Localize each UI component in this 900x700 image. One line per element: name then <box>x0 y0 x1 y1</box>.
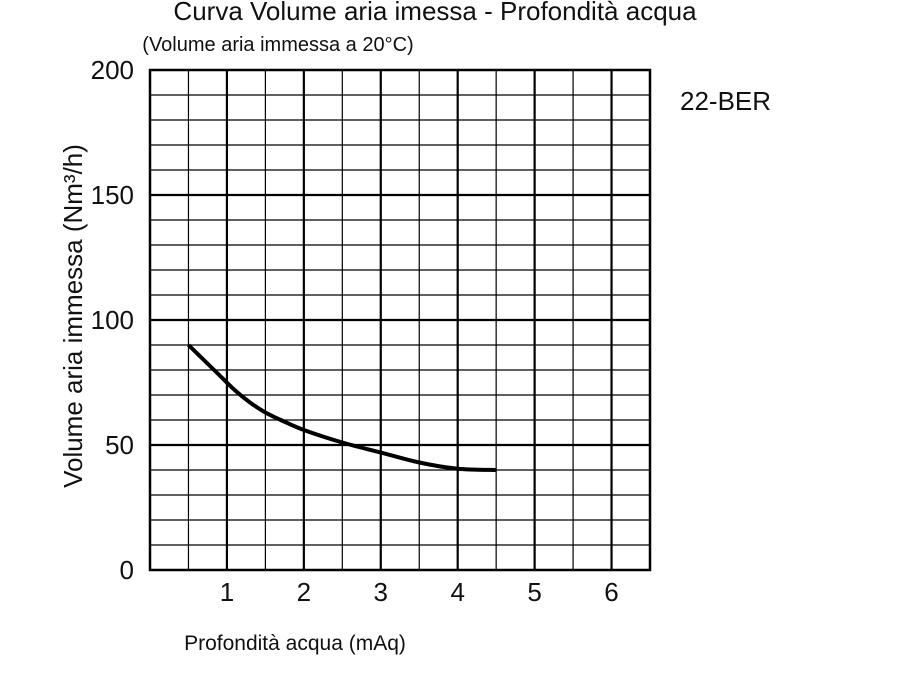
y-axis-label: Volume aria immessa (Nm³/h) <box>58 144 88 488</box>
y-tick-label: 0 <box>120 555 134 585</box>
y-tick-label: 50 <box>105 430 134 460</box>
x-tick-label: 2 <box>297 577 311 607</box>
x-tick-label: 1 <box>220 577 234 607</box>
series-group <box>187 343 497 472</box>
x-tick-label: 3 <box>374 577 388 607</box>
model-label: 22-BER <box>680 86 771 116</box>
chart-title: Curva Volume aria imessa - Profondità ac… <box>173 0 697 26</box>
x-tick-labels: 1 2 3 4 5 6 <box>220 577 619 607</box>
x-tick-label: 6 <box>604 577 618 607</box>
x-axis-label: Profondità acqua (mAq) <box>184 632 406 655</box>
grid <box>148 68 652 572</box>
series-line <box>187 343 497 472</box>
y-tick-label: 200 <box>91 55 134 85</box>
chart-subtitle: (Volume aria immessa a 20°C) <box>142 34 413 56</box>
y-tick-label: 100 <box>91 305 134 335</box>
y-tick-label: 150 <box>91 180 134 210</box>
x-tick-label: 4 <box>450 577 464 607</box>
y-tick-labels: 0 50 100 150 200 <box>91 55 134 585</box>
x-tick-label: 5 <box>527 577 541 607</box>
plot-frame <box>148 68 652 572</box>
